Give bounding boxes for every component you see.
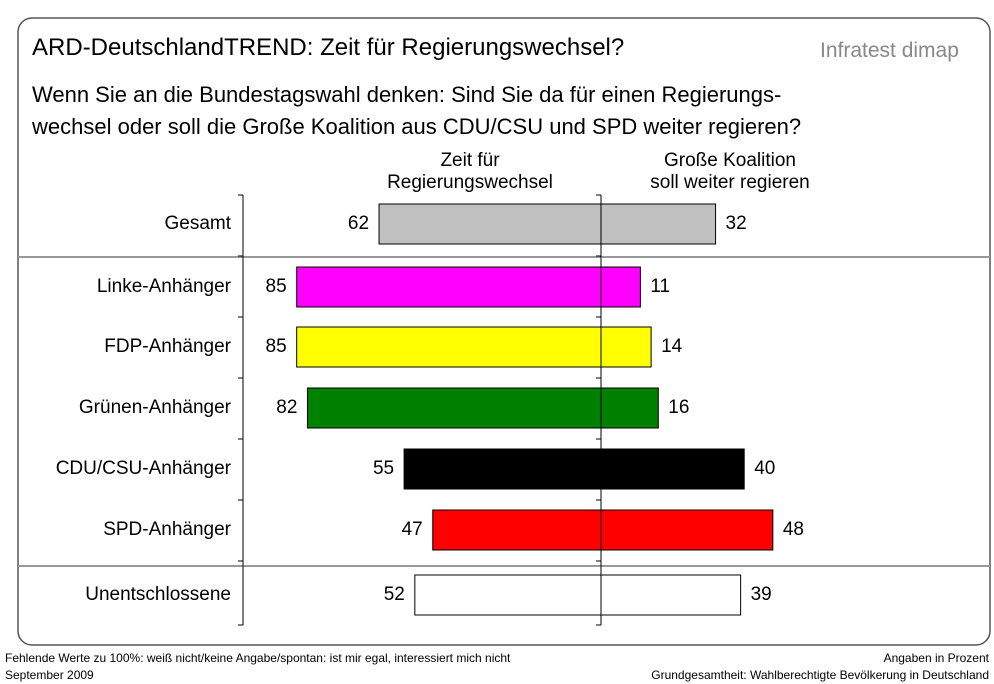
bar-left: [432, 509, 602, 551]
footnote-line: Grundgesamtheit: Wahlberechtigte Bevölke…: [651, 668, 989, 682]
footnote-line: Angaben in Prozent: [883, 651, 989, 665]
value-label: 82: [276, 397, 297, 418]
bar-left: [306, 387, 602, 429]
bar-right: [600, 387, 659, 429]
value-label: 62: [348, 213, 369, 234]
brand: Infratest dimap: [820, 39, 959, 62]
chart-title: ARD-DeutschlandTREND: Zeit für Regierung…: [32, 34, 625, 61]
bar-left: [378, 203, 602, 245]
value-label: 85: [266, 276, 287, 297]
value-label: 40: [754, 458, 775, 479]
footnote-line: Fehlende Werte zu 100%: weiß nicht/keine…: [5, 651, 511, 665]
value-label: 16: [668, 397, 689, 418]
bar-left: [414, 574, 602, 616]
bar-left: [296, 326, 602, 368]
footnote: Fehlende Werte zu 100%: weiß nicht/keine…: [5, 650, 510, 684]
value-label: 14: [661, 336, 683, 357]
bar-left: [296, 266, 602, 308]
value-label: 32: [726, 213, 747, 234]
category-label: CDU/CSU-Anhänger: [56, 458, 232, 479]
value-label: 39: [751, 584, 772, 605]
value-label: 55: [373, 458, 394, 479]
category-label: SPD-Anhänger: [103, 519, 231, 540]
footnote-line: September 2009: [5, 668, 94, 682]
footnote: Angaben in Prozent Grundgesamtheit: Wahlb…: [651, 650, 989, 684]
bar-right: [600, 203, 717, 245]
category-label: Gesamt: [164, 213, 231, 234]
bar-right: [600, 326, 652, 368]
category-label: Unentschlossene: [85, 584, 231, 605]
bar-right: [600, 266, 641, 308]
value-label: 48: [783, 519, 804, 540]
subtitle: Wenn Sie an die Bundestagswahl denken: S…: [32, 82, 802, 139]
bar-right: [600, 574, 742, 616]
series-header: Große Koalition soll weiter regieren: [650, 150, 810, 193]
bar-right: [600, 448, 745, 490]
value-label: 47: [402, 519, 423, 540]
series-header: Zeit für Regierungswechsel: [387, 150, 553, 193]
value-label: 52: [384, 584, 405, 605]
category-label: FDP-Anhänger: [104, 336, 231, 357]
frame: [17, 17, 991, 646]
value-label: 11: [650, 276, 670, 297]
category-label: Linke-Anhänger: [97, 276, 232, 297]
bar-right: [600, 509, 774, 551]
category-label: Grünen-Anhänger: [79, 397, 232, 418]
bar-left: [403, 448, 602, 490]
value-label: 85: [266, 336, 287, 357]
